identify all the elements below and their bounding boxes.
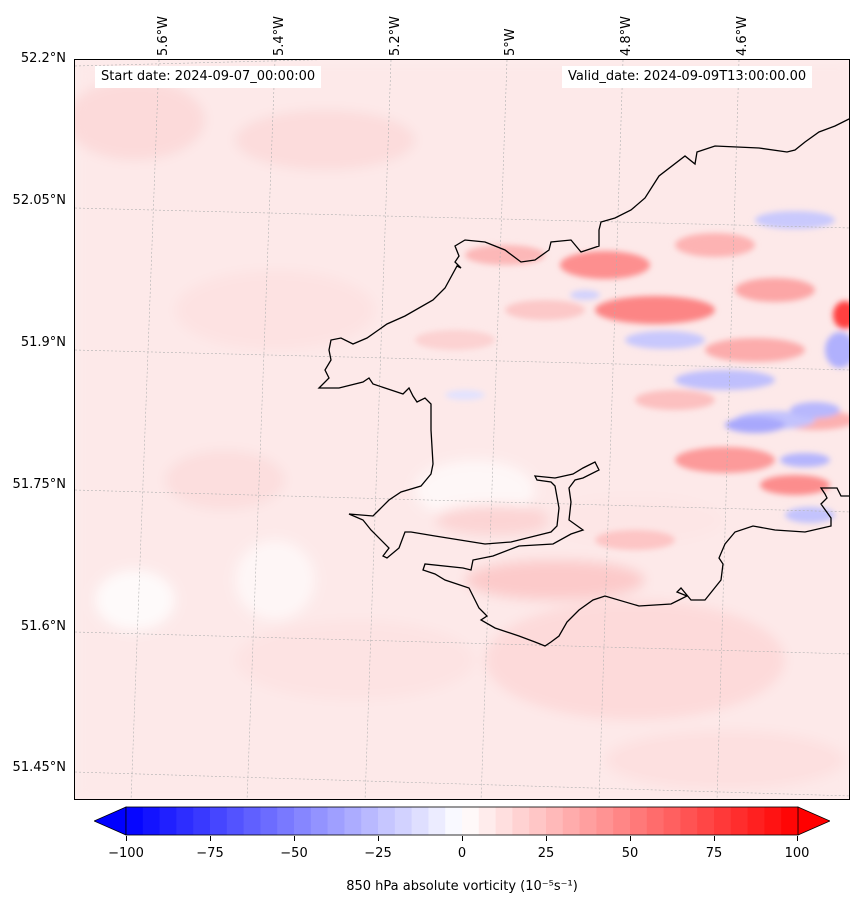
cb-tick-label: −25 (364, 846, 392, 861)
cb-tickmark-7 (714, 836, 715, 841)
colorbar-segment (579, 807, 597, 835)
valid-date-label: Valid_date: 2024-09-09T13:00:00.00 (562, 66, 813, 88)
colorbar-segment (344, 807, 362, 835)
colorbar-segment (512, 807, 530, 835)
colorbar-segment (462, 807, 480, 835)
colorbar-segment (378, 807, 396, 835)
colorbar-segment (478, 807, 497, 835)
lat-label-51-75: 51.75°N (12, 477, 66, 492)
lat-label-52-2: 52.2°N (20, 51, 66, 66)
colorbar-segment (529, 807, 547, 835)
cb-tickmark-4 (462, 836, 463, 841)
colorbar-segment (260, 807, 278, 835)
colorbar-min-extension (93, 806, 127, 836)
colorbar-segment (781, 807, 799, 835)
cb-tickmark-1 (210, 836, 211, 841)
lat-label-51-45: 51.45°N (12, 760, 66, 775)
coastline (317, 118, 849, 647)
cb-tickmark-3 (378, 836, 379, 841)
cb-tick-label: −50 (280, 846, 308, 861)
colorbar-svg (93, 806, 831, 836)
colorbar-segment (210, 807, 228, 835)
colorbar-segment (428, 807, 446, 835)
cb-tickmark-8 (797, 836, 798, 841)
graticule (75, 60, 849, 799)
colorbar-segment (764, 807, 782, 835)
cb-tick-label: 0 (457, 846, 467, 861)
colorbar (93, 806, 831, 836)
colorbar-segment (714, 807, 732, 835)
vorticity-bands-east (415, 211, 849, 550)
colorbar-segment (747, 807, 765, 835)
colorbar-segment (327, 807, 345, 835)
start-date-label: Start date: 2024-09-07_00:00:00 (95, 66, 322, 88)
colorbar-segment (394, 807, 413, 835)
colorbar-segment (411, 807, 429, 835)
colorbar-segment (126, 807, 144, 835)
lon-label-5-6: 5.6°W (156, 15, 171, 56)
colorbar-label: 850 hPa absolute vorticity (10⁻⁵s⁻¹) (346, 879, 578, 894)
vorticity-field (75, 60, 849, 799)
cb-tick-label: −100 (108, 846, 144, 861)
lon-label-4-8: 4.8°W (619, 15, 634, 56)
lon-label-5-2: 5.2°W (388, 15, 403, 56)
vorticity-map (75, 60, 849, 799)
colorbar-segment (546, 807, 564, 835)
colorbar-segment (596, 807, 614, 835)
lon-label-5-4: 5.4°W (272, 15, 287, 56)
map-plot-area (74, 59, 850, 800)
colorbar-segment (613, 807, 631, 835)
lon-label-4-6: 4.6°W (735, 15, 750, 56)
cb-tickmark-0 (126, 836, 127, 841)
cb-tick-label: 75 (705, 846, 723, 861)
colorbar-segment (562, 807, 581, 835)
colorbar-segment (730, 807, 749, 835)
colorbar-segment (445, 807, 463, 835)
cb-tickmark-6 (630, 836, 631, 841)
cb-tick-label: 100 (784, 846, 810, 861)
colorbar-segment (226, 807, 245, 835)
cb-tick-label: −75 (196, 846, 224, 861)
colorbar-segment (361, 807, 379, 835)
colorbar-segment (159, 807, 177, 835)
colorbar-segment (193, 807, 211, 835)
lon-label-5: 5°W (503, 28, 518, 56)
colorbar-segment (142, 807, 161, 835)
colorbar-max-extension (797, 806, 831, 836)
cb-tick-label: 50 (621, 846, 639, 861)
colorbar-segment (680, 807, 698, 835)
colorbar-segment (646, 807, 665, 835)
cb-tickmark-2 (294, 836, 295, 841)
colorbar-segment (176, 807, 194, 835)
colorbar-segment (663, 807, 681, 835)
colorbar-segment (243, 807, 261, 835)
colorbar-segments (126, 807, 799, 835)
colorbar-segment (697, 807, 715, 835)
colorbar-segment (630, 807, 648, 835)
cb-tickmark-5 (546, 836, 547, 841)
colorbar-segment (495, 807, 513, 835)
lat-label-52-05: 52.05°N (12, 193, 66, 208)
colorbar-segment (310, 807, 329, 835)
cb-tick-label: 25 (537, 846, 555, 861)
colorbar-segment (294, 807, 312, 835)
lat-label-51-9: 51.9°N (20, 335, 66, 350)
lat-label-51-6: 51.6°N (20, 619, 66, 634)
colorbar-segment (277, 807, 295, 835)
